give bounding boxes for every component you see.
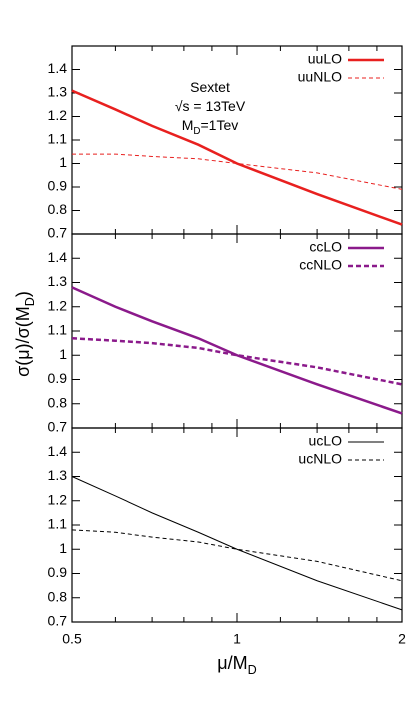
y-tick-label: 1.1 — [48, 322, 68, 338]
y-tick-label: 1.4 — [48, 60, 68, 76]
annotation-part: D — [193, 126, 200, 137]
y-tick-label: 1.1 — [48, 131, 68, 147]
plot-frame — [71, 233, 403, 429]
line-series — [71, 476, 403, 611]
y-tick-label: 1.3 — [48, 467, 68, 483]
y-tick-label: 1.2 — [48, 297, 68, 313]
legend-label: uuLO — [308, 51, 342, 67]
y-tick-label: 1.4 — [48, 249, 68, 265]
y-axis-label: σ(μ)/σ(MD) — [13, 291, 38, 377]
y-tick-label: 1 — [59, 346, 67, 362]
line-series — [71, 337, 403, 386]
x-tick-label: 0.5 — [62, 631, 82, 647]
x-axis-label-part: μ/M — [217, 653, 247, 673]
y-axis-label-part: D — [23, 297, 37, 306]
annotation: √s = 13TeV — [175, 98, 246, 114]
legend-label: ccNLO — [299, 257, 342, 273]
annotation: MD=1Tev — [182, 117, 239, 137]
y-tick-label: 0.9 — [48, 370, 68, 386]
x-axis-label-part: D — [248, 663, 257, 677]
y-tick-label: 1.3 — [48, 84, 68, 100]
annotation-part: Sextet — [190, 79, 230, 95]
y-tick-label: 0.7 — [48, 419, 68, 435]
x-tick-label: 2 — [398, 631, 406, 647]
annotation-part: √s = 13TeV — [175, 98, 246, 114]
annotation: Sextet — [190, 79, 230, 95]
y-tick-label: 1.3 — [48, 273, 68, 289]
y-tick-label: 0.7 — [48, 613, 68, 629]
y-tick-label: 1.1 — [48, 516, 68, 532]
y-tick-label: 0.8 — [48, 201, 68, 217]
annotation-part: M — [182, 117, 194, 133]
y-tick-label: 1.2 — [48, 491, 68, 507]
y-tick-label: 0.9 — [48, 178, 68, 194]
legend-label: ucLO — [309, 433, 343, 449]
y-tick-label: 1 — [59, 540, 67, 556]
y-tick-label: 0.9 — [48, 564, 68, 580]
y-tick-label: 1.2 — [48, 107, 68, 123]
x-axis-label: μ/MD — [217, 653, 256, 678]
y-tick-label: 1.4 — [48, 443, 68, 459]
line-series — [72, 153, 403, 190]
line-series — [71, 89, 403, 226]
line-series — [71, 529, 403, 582]
legend-label: ccLO — [309, 239, 342, 255]
y-axis-label-part: σ(μ)/σ(M — [13, 306, 33, 377]
annotation-part: =1Tev — [201, 117, 239, 133]
y-tick-label: 0.8 — [48, 394, 68, 410]
y-tick-label: 0.7 — [48, 225, 68, 241]
legend-label: ucNLO — [298, 451, 342, 467]
y-axis-label-part: ) — [13, 291, 33, 297]
y-tick-label: 1 — [59, 154, 67, 170]
y-tick-label: 0.8 — [48, 588, 68, 604]
legend-label: uuNLO — [298, 69, 342, 85]
x-tick-label: 1 — [233, 631, 241, 647]
line-series — [71, 286, 403, 415]
